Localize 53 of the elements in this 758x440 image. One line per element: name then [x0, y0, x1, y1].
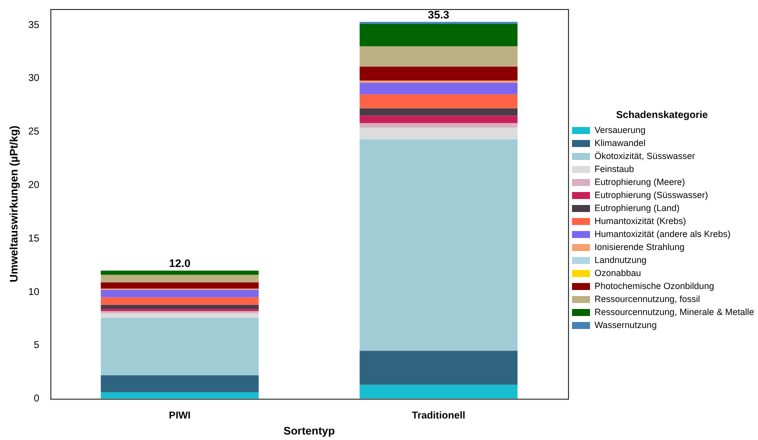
x-tick-label: Traditionell	[412, 410, 466, 422]
legend-title: Schadenskategorie	[616, 110, 708, 121]
total-label: 35.3	[428, 9, 450, 22]
bar	[100, 313, 259, 318]
legend-label: Eutrophierung (Meere)	[594, 176, 686, 187]
y-tick-label: 30	[28, 73, 40, 84]
bar	[100, 274, 259, 282]
legend-label: Ozonabbau	[594, 268, 642, 278]
legend-label: Photochemische Ozonbildung	[594, 280, 714, 291]
bar	[100, 392, 259, 399]
bar	[100, 297, 259, 305]
legend-label: Klimawandel	[594, 138, 646, 148]
bar	[360, 128, 518, 140]
legend-label: Eutrophierung (Land)	[594, 202, 680, 213]
legend-label: Eutrophierung (Süsswasser)	[594, 190, 708, 200]
legend-label: Versauerung	[594, 124, 646, 135]
bar	[100, 282, 259, 289]
bar	[100, 318, 259, 376]
legend-label: Ökotoxizität, Süsswasser	[594, 150, 696, 161]
bar	[100, 375, 259, 392]
y-tick-label: 10	[28, 286, 40, 298]
bar	[360, 384, 518, 399]
y-tick-label: 15	[28, 233, 40, 244]
legend-label: Humantoxizität (Krebs)	[594, 216, 686, 226]
bar	[360, 24, 518, 46]
legend-label: Wassernutzung	[594, 320, 657, 330]
y-tick-label: 5	[34, 340, 40, 352]
y-tick-label: 35	[28, 20, 40, 31]
bar	[360, 46, 518, 67]
x-tick-label: PIWI	[168, 410, 191, 422]
bar	[360, 108, 518, 116]
legend-label: Ionisierende Strahlung	[594, 242, 685, 252]
bar	[100, 304, 259, 310]
y-tick-label: 25	[28, 126, 40, 138]
legend-label: Feinstaub	[594, 164, 634, 174]
bar	[360, 139, 518, 351]
total-label: 12.0	[169, 258, 190, 270]
bar	[360, 94, 518, 108]
bar	[360, 66, 518, 81]
bar	[100, 270, 259, 275]
x-axis-title: Sortentyp	[283, 425, 336, 438]
y-tick-label: 0	[34, 394, 40, 405]
bar	[360, 82, 518, 94]
legend-label: Ressourcennutzung, Minerale & Metalle	[594, 306, 754, 317]
legend-label: Ressourcennutzung, fossil	[594, 294, 700, 304]
legend-label: Humantoxizität (andere als Krebs)	[594, 228, 731, 239]
bar	[100, 290, 259, 298]
bar	[360, 116, 518, 124]
legend-label: Landnutzung	[594, 254, 647, 265]
bar	[360, 350, 518, 385]
y-axis-title: Umweltauswirkungen (µPt/kg)	[8, 125, 21, 282]
bar	[360, 123, 518, 128]
y-tick-label: 20	[28, 180, 40, 191]
